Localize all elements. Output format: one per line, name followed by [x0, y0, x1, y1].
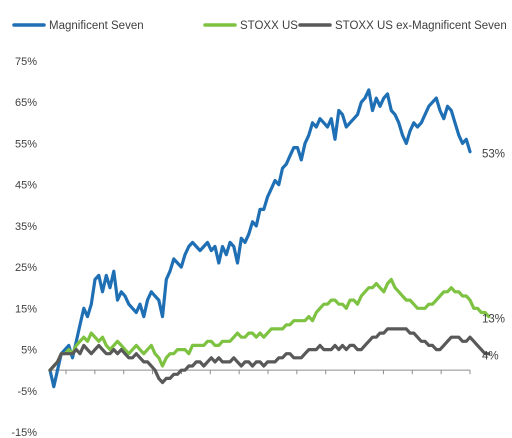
y-tick-label: 5%	[21, 345, 37, 357]
series-line-magnificent-seven	[48, 88, 472, 389]
y-tick-label: 35%	[15, 221, 37, 233]
y-tick-label: 55%	[15, 138, 37, 150]
legend-label: Magnificent Seven	[49, 20, 144, 32]
end-value-label: 13%	[482, 314, 505, 326]
y-tick-label: -15%	[11, 427, 37, 438]
series-line-stoxx-us-ex-magnificent-seven	[48, 327, 491, 385]
y-tick-label: -5%	[17, 386, 37, 398]
series-line-stoxx-us	[48, 277, 491, 372]
end-value-label: 53%	[482, 149, 505, 161]
legend-label: STOXX US	[240, 20, 298, 32]
y-tick-label: 75%	[15, 56, 37, 68]
y-tick-label: 65%	[15, 97, 37, 109]
y-tick-label: 15%	[15, 303, 37, 315]
y-tick-label: 45%	[15, 180, 37, 192]
y-tick-label: 25%	[15, 262, 37, 274]
legend-label: STOXX US ex-Magnificent Seven	[335, 20, 507, 32]
end-value-label: 4%	[482, 351, 499, 363]
